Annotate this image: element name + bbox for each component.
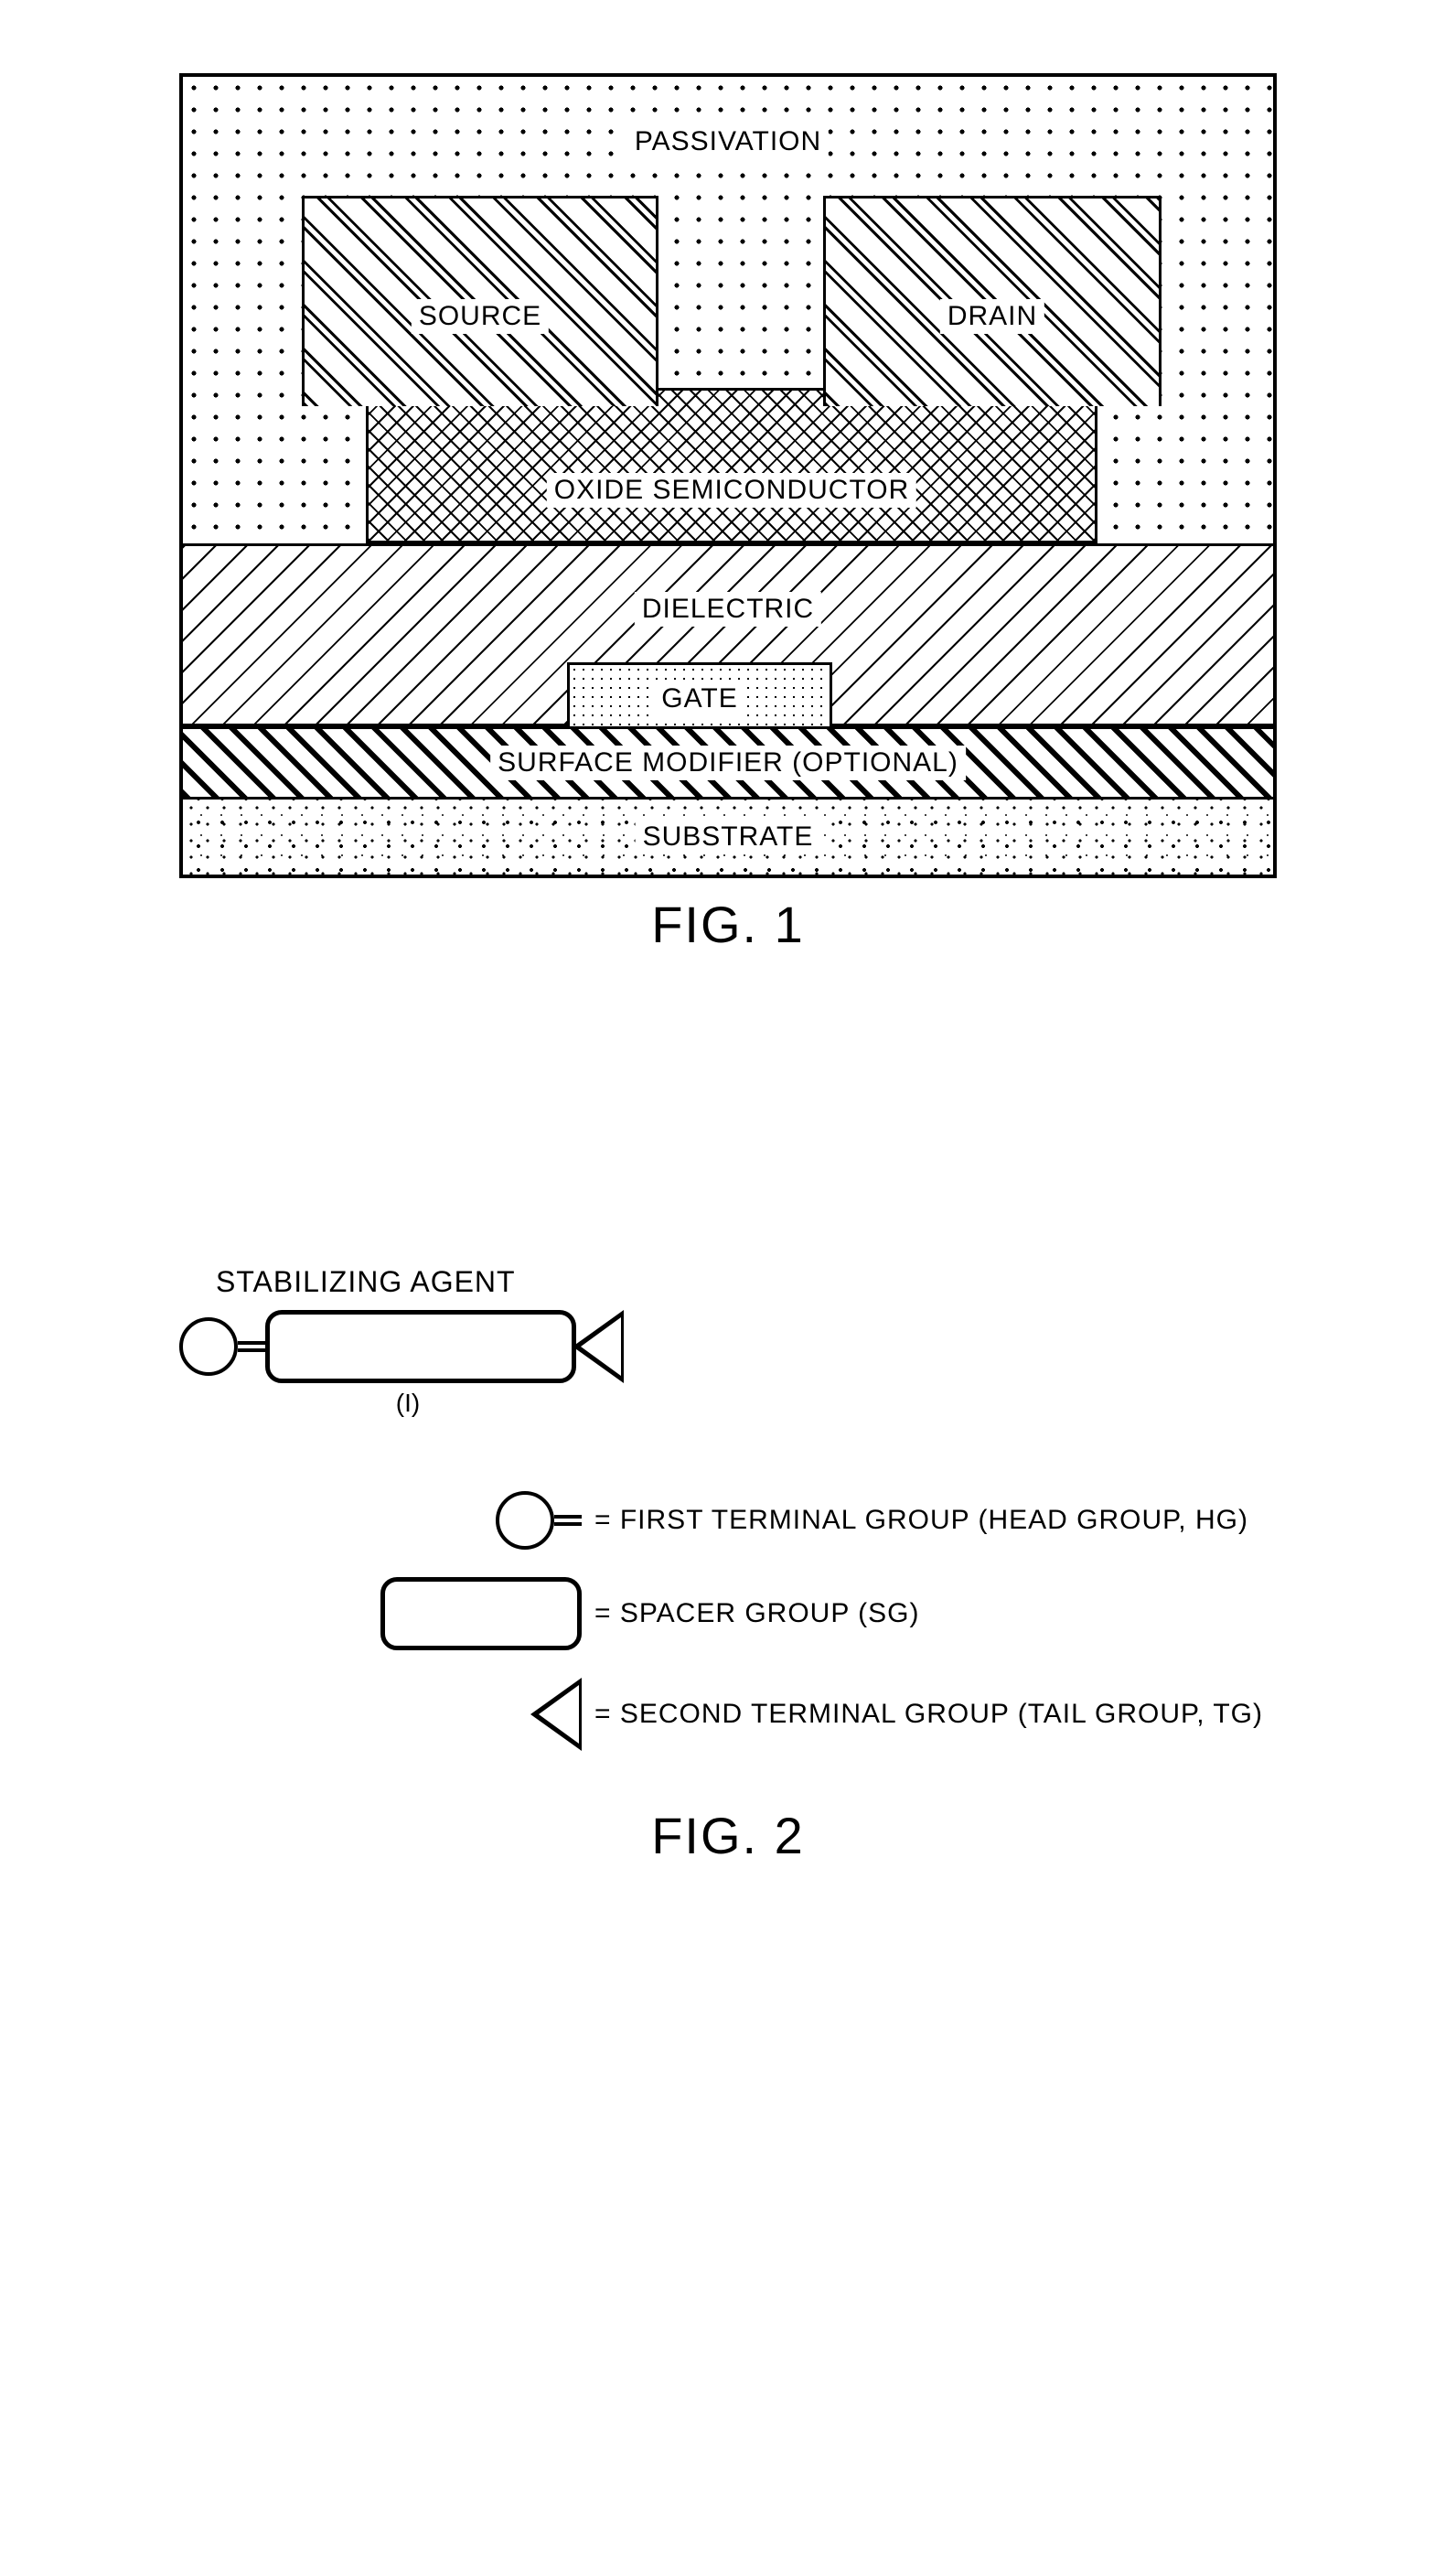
page: PASSIVATION DIELECTRIC GATE SURFACE MODI… [0,0,1456,2555]
layer-drain: DRAIN [823,196,1162,406]
label-surface-modifier: SURFACE MODIFIER (OPTIONAL) [490,746,966,780]
layer-oxide-semiconductor: OXIDE SEMICONDUCTOR [366,388,1097,543]
label-oxide-semiconductor: OXIDE SEMICONDUCTOR [547,473,916,508]
label-drain: DRAIN [940,299,1044,334]
fig2-legend: = FIRST TERMINAL GROUP (HEAD GROUP, HG) … [362,1491,1277,1751]
stem-icon [554,1515,582,1526]
molecule-index: (I) [362,1389,454,1418]
layer-substrate: SUBSTRATE [183,800,1273,875]
label-gate: GATE [654,682,744,716]
layer-source: SOURCE [302,196,658,406]
stem-icon [238,1341,265,1352]
layer-gate: GATE [567,662,832,726]
fig2-caption: FIG. 2 [179,1806,1277,1865]
fig1-frame: PASSIVATION DIELECTRIC GATE SURFACE MODI… [179,73,1277,878]
legend-row-tail: = SECOND TERMINAL GROUP (TAIL GROUP, TG) [362,1678,1277,1751]
label-substrate: SUBSTRATE [636,820,821,854]
fig1-caption: FIG. 1 [179,895,1277,954]
fig2-container: STABILIZING AGENT (I) = FIRST TERMINAL G… [179,1265,1277,1865]
head-group-icon [496,1491,554,1550]
molecule-assembly [179,1310,1277,1383]
legend-text: = FIRST TERMINAL GROUP (HEAD GROUP, HG) [594,1505,1248,1536]
tail-group-icon [573,1310,624,1383]
label-dielectric: DIELECTRIC [635,592,821,627]
legend-row-spacer: = SPACER GROUP (SG) [362,1577,1277,1650]
tail-group-icon [530,1678,582,1751]
head-group-icon [179,1317,238,1376]
spacer-group-icon [265,1310,576,1383]
legend-row-head: = FIRST TERMINAL GROUP (HEAD GROUP, HG) [362,1491,1277,1550]
fig1-container: PASSIVATION DIELECTRIC GATE SURFACE MODI… [179,73,1277,954]
legend-text: = SECOND TERMINAL GROUP (TAIL GROUP, TG) [594,1699,1263,1730]
label-source: SOURCE [412,299,549,334]
fig2-title: STABILIZING AGENT [216,1265,1277,1299]
legend-text: = SPACER GROUP (SG) [594,1598,919,1629]
spacer-group-icon [380,1577,582,1650]
label-passivation: PASSIVATION [627,124,829,159]
layer-surface-modifier: SURFACE MODIFIER (OPTIONAL) [183,726,1273,800]
